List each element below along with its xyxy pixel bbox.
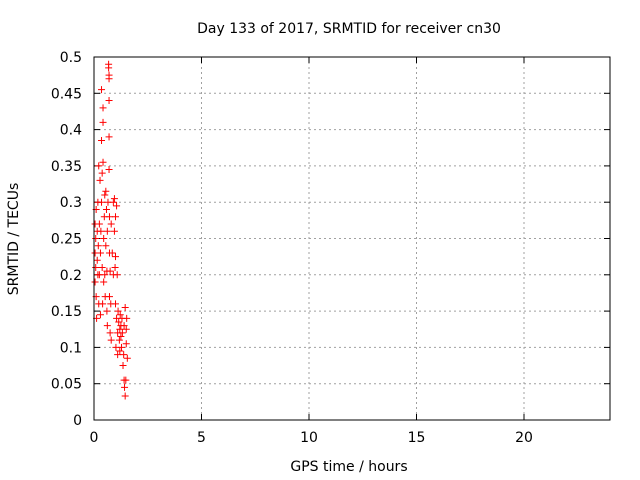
data-point xyxy=(105,97,113,105)
data-point xyxy=(111,264,119,272)
data-point xyxy=(121,392,129,400)
data-point xyxy=(93,256,101,264)
data-point xyxy=(112,213,119,221)
data-point xyxy=(98,136,106,144)
y-tick-label: 0.1 xyxy=(60,340,82,356)
data-point xyxy=(116,311,124,319)
y-tick-label: 0.2 xyxy=(60,268,82,284)
data-point xyxy=(107,220,115,228)
data-point xyxy=(121,383,129,391)
data-point xyxy=(106,329,114,337)
data-point xyxy=(98,264,106,272)
data-point xyxy=(120,351,128,359)
x-tick-label: 5 xyxy=(197,430,206,446)
data-point xyxy=(103,307,111,315)
data-point xyxy=(123,354,131,362)
y-tick-label: 0.35 xyxy=(51,159,82,175)
data-point xyxy=(110,227,118,235)
y-tick-label: 0.25 xyxy=(51,232,82,248)
data-point xyxy=(108,249,116,257)
data-point xyxy=(97,227,105,235)
axis-ticks: 0 5 10 15 20 0 0.05 0.1 0.15 0.2 0.25 0.3 0.35 0.4 0.4… xyxy=(51,50,610,446)
data-point xyxy=(99,104,107,112)
x-tick-label: 15 xyxy=(408,430,426,446)
data-point xyxy=(122,376,130,384)
data-point xyxy=(105,64,113,72)
y-tick-label: 0 xyxy=(73,413,82,429)
y-axis-label: SRMTID / TECUs xyxy=(6,183,22,296)
data-point xyxy=(116,325,124,333)
data-point xyxy=(114,307,122,315)
data-point xyxy=(95,162,103,170)
data-point xyxy=(114,351,122,359)
data-point xyxy=(121,303,129,311)
data-point xyxy=(122,340,130,348)
data-point xyxy=(92,235,100,242)
data-point xyxy=(113,202,121,210)
data-point xyxy=(96,249,104,257)
data-point xyxy=(117,333,125,341)
data-point xyxy=(118,343,126,351)
data-point xyxy=(110,195,118,203)
data-point xyxy=(92,264,100,272)
data-point xyxy=(107,336,115,344)
data-point xyxy=(116,347,124,355)
data-point xyxy=(98,86,106,94)
data-point xyxy=(113,271,121,279)
data-point xyxy=(98,198,106,206)
data-point xyxy=(105,75,113,83)
x-tick-label: 0 xyxy=(90,430,99,446)
data-point xyxy=(105,213,113,221)
data-point xyxy=(94,242,102,250)
data-point xyxy=(120,322,128,330)
y-tick-label: 0.3 xyxy=(60,195,82,211)
data-point xyxy=(98,169,106,177)
data-point xyxy=(101,271,109,279)
data-point xyxy=(122,325,130,333)
data-point xyxy=(112,253,119,261)
data-point xyxy=(99,118,107,126)
data-point xyxy=(118,329,126,337)
data-point xyxy=(103,227,111,235)
y-tick-label: 0.5 xyxy=(60,50,82,66)
grid xyxy=(94,57,610,420)
data-point xyxy=(112,300,119,308)
y-tick-label: 0.4 xyxy=(60,123,82,139)
data-point xyxy=(102,242,110,250)
x-tick-label: 10 xyxy=(300,430,318,446)
plot-frame xyxy=(93,56,611,421)
chart-title: Day 133 of 2017, SRMTID for receiver cn3… xyxy=(197,21,501,37)
y-tick-label: 0.45 xyxy=(51,86,82,102)
data-point xyxy=(91,278,99,286)
data-points xyxy=(91,60,131,400)
data-point xyxy=(96,311,104,319)
data-point xyxy=(105,293,113,301)
x-axis-label: GPS time / hours xyxy=(290,459,407,475)
y-tick-label: 0.05 xyxy=(51,377,82,393)
data-point xyxy=(99,158,107,166)
data-point xyxy=(95,220,103,228)
data-point xyxy=(100,235,108,242)
data-point xyxy=(99,300,107,308)
data-point xyxy=(103,322,111,330)
data-point xyxy=(115,336,123,344)
data-point xyxy=(115,318,123,326)
data-point xyxy=(105,166,113,174)
data-point xyxy=(109,198,117,206)
data-point xyxy=(106,267,114,275)
data-point xyxy=(105,133,113,141)
data-point xyxy=(102,205,110,213)
y-tick-label: 0.15 xyxy=(51,304,82,320)
data-point xyxy=(100,278,108,286)
x-tick-label: 20 xyxy=(515,430,533,446)
data-point xyxy=(119,362,127,370)
data-point xyxy=(101,191,109,199)
data-point xyxy=(102,187,110,195)
data-point xyxy=(96,176,104,184)
data-point xyxy=(123,314,131,322)
